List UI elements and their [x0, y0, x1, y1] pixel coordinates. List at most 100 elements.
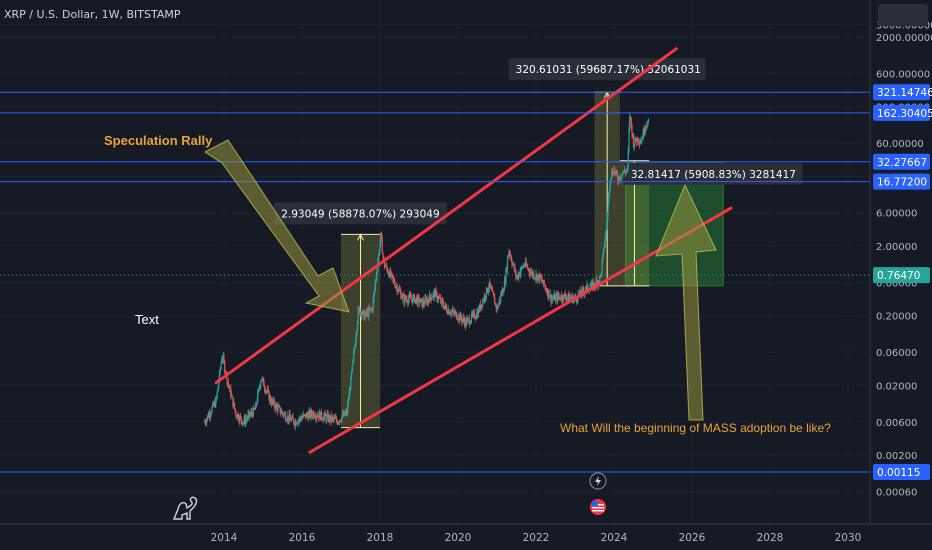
candle-body [350, 372, 353, 377]
candle-body [614, 171, 617, 173]
candle-body [587, 284, 589, 290]
candle-body [322, 419, 324, 421]
price-axis[interactable]: 3000.000002000.00000600.00000200.0000060… [869, 0, 932, 550]
candle-body [401, 295, 404, 298]
candle-body [251, 411, 253, 414]
candle-body [398, 289, 400, 292]
candle-body [570, 297, 572, 299]
candle-body [470, 320, 472, 324]
candle-body [233, 402, 235, 407]
candle-body [482, 300, 484, 307]
candle-body [313, 412, 315, 417]
candle-body [455, 312, 457, 314]
candle-body [508, 251, 510, 255]
candle-body [521, 267, 523, 269]
candle-body [356, 322, 359, 331]
adoption-arrow [655, 183, 717, 421]
candle-body [467, 318, 469, 320]
candle-body [386, 265, 388, 269]
candle-body [239, 415, 241, 422]
candle-body [593, 283, 596, 287]
candle-body [319, 412, 321, 420]
candle-body [563, 294, 565, 301]
candle-body [268, 391, 270, 401]
candle-body [379, 242, 381, 252]
candle-body [506, 258, 509, 271]
candle-body [288, 414, 290, 421]
candle-body [458, 315, 461, 321]
candle-body [636, 137, 638, 142]
candle-body [644, 126, 647, 131]
candle-body [324, 413, 326, 416]
candle-body [486, 287, 488, 293]
candle-body [206, 418, 208, 424]
candle-body [440, 299, 443, 303]
us-flag-event-icon[interactable] [590, 499, 606, 515]
candle-body [549, 294, 551, 298]
candle-body [332, 417, 335, 420]
candle-body [301, 417, 303, 420]
price-level-label: 321.14746 [877, 87, 932, 99]
candle-body [559, 296, 561, 300]
candle-body [436, 292, 438, 300]
candle-body [487, 291, 489, 293]
candle-body [631, 125, 633, 136]
grid-lines [0, 0, 870, 524]
candle-body [287, 415, 289, 421]
candle-body [595, 280, 597, 287]
candle-body [461, 319, 464, 322]
candle-body [375, 276, 377, 281]
candle-body [557, 294, 559, 302]
flash-event-icon[interactable] [589, 472, 607, 490]
candle-body [223, 356, 225, 363]
candle-body [312, 412, 314, 417]
candle-body [641, 139, 643, 143]
candle-body [627, 150, 629, 168]
candle-body [620, 177, 622, 180]
candle-body [410, 296, 412, 299]
candle-body [249, 414, 251, 417]
candle-body [491, 290, 494, 292]
candle-body [551, 298, 554, 300]
candle-body [629, 115, 631, 129]
candle-body [206, 415, 209, 419]
price-level-label: 162.30405 [877, 108, 932, 120]
candle-body [274, 405, 276, 409]
candle-body [473, 312, 475, 314]
candle-body [444, 304, 446, 307]
candle-body [490, 286, 492, 289]
candle-body [273, 400, 275, 406]
candle-body [635, 140, 638, 142]
candle-body [356, 330, 358, 337]
price-tick-label: 0.00600 [876, 418, 917, 429]
candle-body [290, 418, 292, 422]
time-axis[interactable]: 2014 2016 2018 2020 2022 2024 2026 2028 2030 [0, 523, 932, 544]
candle-body [365, 311, 368, 314]
candle-body [365, 311, 367, 315]
candle-body [369, 308, 371, 310]
candle-body [327, 414, 329, 422]
candle-body [279, 406, 281, 414]
candle-body [245, 419, 248, 420]
candle-body [511, 260, 513, 265]
candle-body [439, 298, 441, 299]
candle-body [298, 419, 300, 421]
candle-body [272, 400, 275, 403]
time-tick-label: 2028 [757, 532, 784, 544]
candle-body [642, 129, 644, 139]
candle-body [257, 392, 259, 403]
axis-settings-button[interactable] [878, 4, 928, 26]
candle-body [388, 273, 390, 278]
candle-body [411, 299, 413, 303]
candle-body [525, 261, 527, 266]
candle-body [602, 254, 604, 262]
candle-body [421, 298, 423, 307]
candle-body [498, 299, 500, 304]
candle-body [255, 404, 257, 406]
candle-body [270, 402, 272, 405]
candle-body [434, 291, 436, 298]
candle-body [333, 417, 335, 420]
candle-body [420, 298, 422, 300]
candle-body [455, 312, 458, 319]
